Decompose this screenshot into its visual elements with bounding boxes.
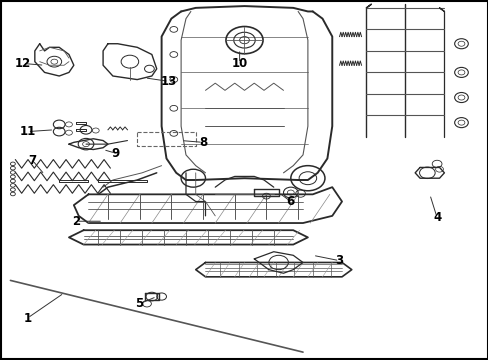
Text: 12: 12 [15, 57, 31, 70]
Text: 4: 4 [432, 211, 440, 224]
Text: 1: 1 [23, 311, 32, 325]
Text: 13: 13 [161, 75, 177, 88]
Text: 8: 8 [199, 136, 207, 149]
Text: 7: 7 [28, 154, 37, 167]
Text: 6: 6 [286, 195, 294, 208]
Text: 9: 9 [111, 147, 119, 159]
Text: 5: 5 [135, 297, 143, 310]
Text: 11: 11 [20, 125, 36, 138]
Text: 2: 2 [72, 215, 80, 228]
Text: 10: 10 [231, 57, 247, 70]
Text: 3: 3 [335, 254, 343, 267]
